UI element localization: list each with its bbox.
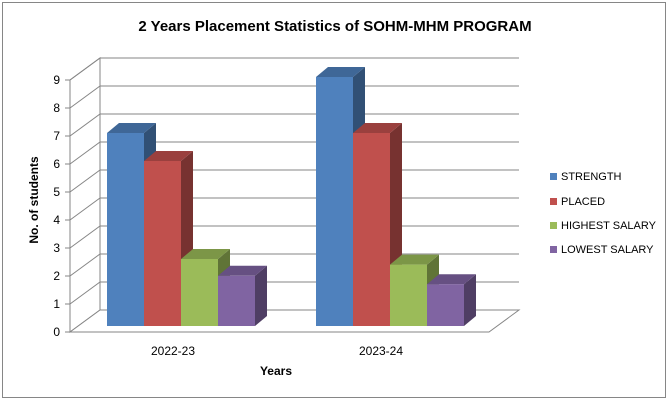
legend-swatch <box>550 173 557 180</box>
legend-label: PLACED <box>561 196 605 208</box>
bar-front <box>218 275 255 326</box>
legend: STRENGTH PLACED HIGHEST SALARY LOWEST SALAR… <box>550 171 657 256</box>
y-tick-label: 7 <box>53 129 60 143</box>
y-tick-label: 5 <box>53 185 60 199</box>
bar-front <box>316 77 353 326</box>
legend-label: LOWEST SALARY <box>561 244 654 256</box>
bar-top <box>218 265 267 276</box>
side-wall <box>69 57 101 333</box>
bar-lowest-salary-2023-24 <box>427 274 476 326</box>
bar-front <box>144 161 181 326</box>
legend-swatch <box>550 222 557 229</box>
bar-top <box>107 123 156 133</box>
y-tick-label: 0 <box>53 325 60 339</box>
y-tick-label: 6 <box>53 157 60 171</box>
legend-swatch <box>550 198 557 205</box>
bar-highest-salary-2022-23 <box>181 249 230 326</box>
x-tick-label: 2023-24 <box>359 344 403 358</box>
bar-front <box>181 259 218 326</box>
legend-swatch <box>550 246 557 253</box>
y-tick-label: 9 <box>53 73 60 87</box>
bar-side <box>464 274 476 326</box>
bar-side <box>255 265 267 326</box>
bar-top <box>181 249 230 259</box>
gridline <box>69 57 519 81</box>
bars <box>107 67 476 326</box>
y-axis-ticks: 0 1 2 3 4 5 6 7 8 9 <box>53 73 71 339</box>
bar-top <box>427 274 476 285</box>
legend-label: STRENGTH <box>561 171 622 183</box>
x-axis-title: Years <box>260 364 292 378</box>
chart-title: 2 Years Placement Statistics of SOHM-MHM… <box>138 18 531 35</box>
y-tick-label: 4 <box>53 213 60 227</box>
bar-front <box>353 133 390 326</box>
bar-top <box>144 151 193 161</box>
legend-item: HIGHEST SALARY <box>550 220 657 232</box>
gridline <box>69 113 519 137</box>
x-tick-label: 2022-23 <box>151 344 195 358</box>
bar-front <box>107 133 144 326</box>
y-tick-label: 3 <box>53 241 60 255</box>
bar-lowest-salary-2022-23 <box>218 265 267 326</box>
bar-top <box>390 254 439 265</box>
bar-top <box>353 123 402 133</box>
bar-front <box>427 284 464 326</box>
legend-label: HIGHEST SALARY <box>561 220 657 232</box>
y-tick-label: 2 <box>53 269 60 283</box>
legend-item: LOWEST SALARY <box>550 244 654 256</box>
legend-item: STRENGTH <box>550 171 622 183</box>
bar-top <box>316 67 365 77</box>
x-axis-ticks: 2022-23 2023-24 <box>151 344 403 358</box>
y-axis-title: No. of students <box>27 156 41 244</box>
gridline <box>69 85 519 109</box>
y-tick-label: 8 <box>53 101 60 115</box>
bar-front <box>390 264 427 326</box>
y-tick-label: 1 <box>53 297 60 311</box>
legend-item: PLACED <box>550 196 605 208</box>
